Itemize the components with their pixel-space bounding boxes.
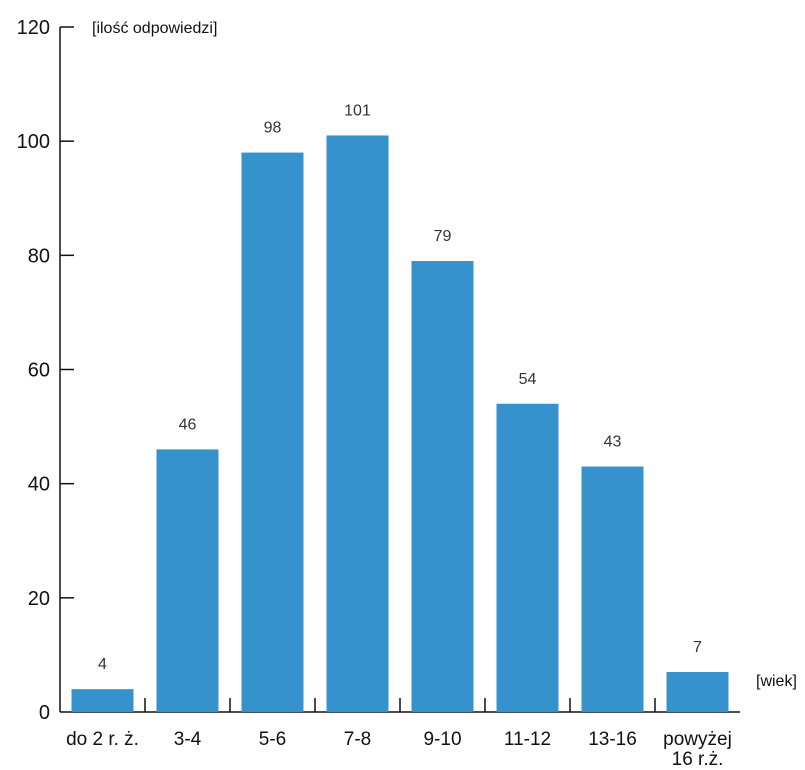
data-label: 98 <box>264 120 282 137</box>
y-axis-title: [ilość odpowiedzi] <box>92 20 217 37</box>
bars <box>71 135 729 713</box>
data-label: 43 <box>604 434 622 451</box>
data-label: 7 <box>693 639 702 656</box>
bar <box>241 152 304 713</box>
x-tick-label: do 2 r. ż. <box>66 729 139 750</box>
x-tick-label: powyżej 16 r.ż. <box>663 729 732 770</box>
y-tick-label: 0 <box>39 702 50 724</box>
data-label: 4 <box>98 656 107 673</box>
bar <box>496 403 559 712</box>
x-axis-title: [wiek] <box>756 673 797 690</box>
x-axis-labels: do 2 r. ż. 3-4 5-6 7-8 9-10 11-12 13-16 powyżej… <box>66 729 732 770</box>
y-tick-label: 20 <box>28 588 50 610</box>
data-label: 46 <box>179 416 197 433</box>
bar <box>326 135 389 713</box>
x-tick-label: 9-10 <box>423 729 461 750</box>
bar <box>156 449 219 712</box>
y-tick-label: 120 <box>17 17 50 39</box>
bar <box>666 672 729 712</box>
x-tick-label: 3-4 <box>174 729 202 750</box>
data-label: 101 <box>344 102 371 119</box>
bar <box>411 261 474 712</box>
x-tick-label: 13-16 <box>588 729 637 750</box>
bar <box>581 466 644 712</box>
y-tick-label: 60 <box>28 360 50 382</box>
y-tick-label: 40 <box>28 474 50 496</box>
y-axis-ticks: 0 20 40 60 80 100 120 <box>17 17 74 724</box>
x-tick-label: 11-12 <box>504 729 551 750</box>
bar <box>71 689 134 712</box>
value-labels: 4 46 98 101 79 54 43 7 <box>98 102 702 673</box>
y-tick-label: 80 <box>28 245 50 267</box>
x-tick-label: 5-6 <box>259 729 286 750</box>
y-tick-label: 100 <box>17 131 50 153</box>
x-tick-label: 7-8 <box>344 729 371 750</box>
data-label: 79 <box>434 228 452 245</box>
data-label: 54 <box>519 371 537 388</box>
